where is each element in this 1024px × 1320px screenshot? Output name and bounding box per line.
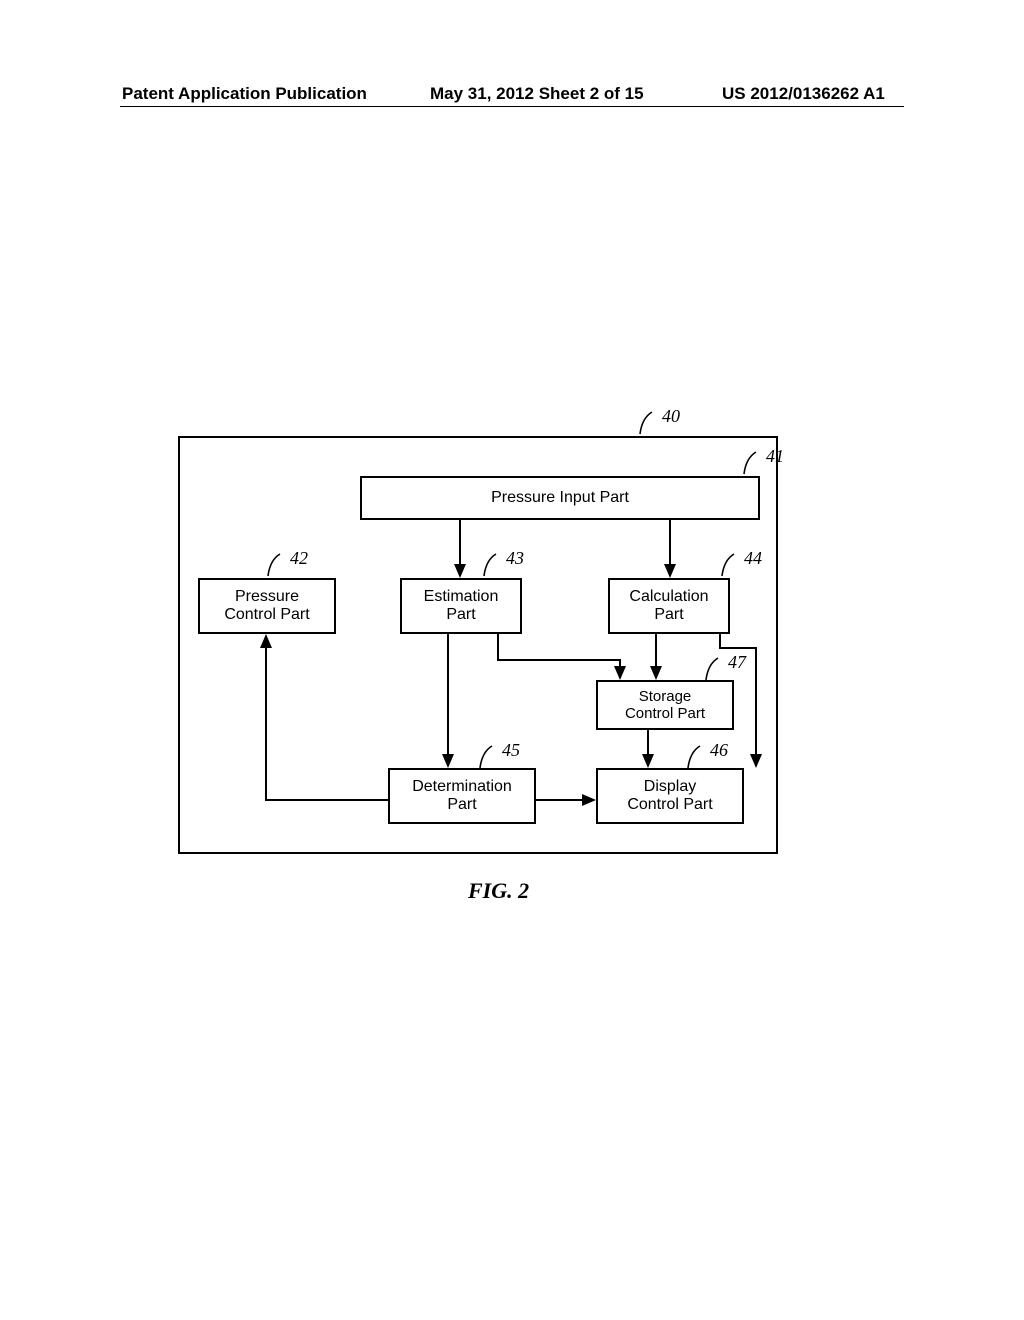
block-display-control: Display Control Part (596, 768, 744, 824)
header-right: US 2012/0136262 A1 (722, 84, 885, 104)
ref-40: 40 (636, 406, 680, 436)
block-calculation-l2: Part (610, 606, 728, 624)
ref-45: 45 (476, 740, 520, 770)
ref-43-num: 43 (506, 548, 524, 568)
ref-42-num: 42 (290, 548, 308, 568)
ref-40-num: 40 (662, 406, 680, 426)
block-estimation-l1: Estimation (402, 588, 520, 606)
header-rule (120, 106, 904, 107)
page-root: Patent Application Publication May 31, 2… (0, 0, 1024, 1320)
ref-41-num: 41 (766, 446, 784, 466)
block-determination-l2: Part (390, 796, 534, 814)
block-pressure-input: Pressure Input Part (360, 476, 760, 520)
ref-47: 47 (702, 652, 746, 682)
ref-46-num: 46 (710, 740, 728, 760)
header-center: May 31, 2012 Sheet 2 of 15 (430, 84, 644, 104)
block-pressure-control-l2: Control Part (200, 606, 334, 624)
block-pressure-control: Pressure Control Part (198, 578, 336, 634)
ref-44: 44 (718, 548, 762, 578)
block-calculation-l1: Calculation (610, 588, 728, 606)
block-display-control-l1: Display (598, 778, 742, 796)
figure-caption: FIG. 2 (468, 878, 529, 904)
ref-44-num: 44 (744, 548, 762, 568)
block-determination: Determination Part (388, 768, 536, 824)
ref-46: 46 (684, 740, 728, 770)
block-estimation-l2: Part (402, 606, 520, 624)
block-calculation: Calculation Part (608, 578, 730, 634)
block-storage-control-l2: Control Part (598, 705, 732, 722)
block-estimation: Estimation Part (400, 578, 522, 634)
block-storage-control: Storage Control Part (596, 680, 734, 730)
block-pressure-control-l1: Pressure (200, 588, 334, 606)
header-left: Patent Application Publication (122, 84, 367, 104)
ref-41: 41 (740, 446, 784, 476)
block-storage-control-l1: Storage (598, 688, 732, 705)
ref-43: 43 (480, 548, 524, 578)
ref-45-num: 45 (502, 740, 520, 760)
ref-42: 42 (264, 548, 308, 578)
block-pressure-input-label: Pressure Input Part (362, 489, 758, 507)
block-display-control-l2: Control Part (598, 796, 742, 814)
ref-47-num: 47 (728, 652, 746, 672)
block-determination-l1: Determination (390, 778, 534, 796)
